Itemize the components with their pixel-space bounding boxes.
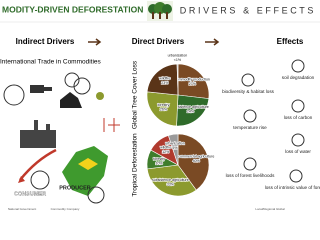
slice-value: 12% xyxy=(162,150,170,154)
slice-label: forestry xyxy=(157,103,169,107)
slice-value: 24% xyxy=(187,110,195,114)
consumer-label: CONSUMER xyxy=(14,191,46,197)
slice-value: 10% xyxy=(156,161,164,165)
pie-slice xyxy=(177,63,210,99)
slice-value: 26% xyxy=(160,107,168,111)
column-head: Direct Drivers xyxy=(132,37,185,46)
arrow xyxy=(205,38,220,46)
slice-label: wildfire xyxy=(159,76,170,80)
slice-value: 40% xyxy=(193,159,201,163)
arrow xyxy=(88,38,102,46)
infographic: MODITY-DRIVEN DEFORESTATION DRIVERS & EF… xyxy=(0,1,320,211)
slice-label: urbanization xyxy=(168,53,188,57)
actor-label: National Government xyxy=(8,207,37,211)
slice-label: commodity production xyxy=(175,78,210,82)
effect-icon xyxy=(241,73,255,87)
pie-slice xyxy=(146,164,197,197)
page: MODITY-DRIVEN DEFORESTATION DRIVERS & EF… xyxy=(0,1,320,211)
slice-label: subsistence agriculture xyxy=(172,105,209,109)
effect-label: loss of intrinsic value of forests xyxy=(265,185,320,190)
slice-label: urbanization xyxy=(165,141,185,145)
effect-icon xyxy=(291,133,305,147)
column-heads: Indirect Drivers Direct Drivers Effects xyxy=(16,37,304,46)
slice-value: 23% xyxy=(161,81,169,85)
pie-slice xyxy=(177,133,210,191)
effect-icon xyxy=(291,99,305,113)
pie-title: Global Tree Cover Loss xyxy=(132,60,139,129)
pie-title: Tropical Deforestation xyxy=(132,133,139,197)
slice-value: 5% xyxy=(172,146,178,150)
subtitle: DRIVERS & EFFECTS xyxy=(180,5,316,15)
slice-label: forestry xyxy=(153,157,165,161)
effect-label: biodiversity & habitat loss xyxy=(222,89,275,94)
slice-value: <1% xyxy=(174,58,182,62)
tree-icons xyxy=(147,1,173,21)
pie-slice xyxy=(146,63,179,96)
slice-label: commercial agriculture xyxy=(178,155,214,159)
pie-slice xyxy=(168,133,179,166)
trade-label: International Trade in Commodities xyxy=(0,59,102,66)
actor-label: Local/Regional Global xyxy=(255,207,285,211)
effect-icon xyxy=(291,59,305,73)
effect-label: loss of carbon xyxy=(284,115,313,120)
indirect-icons xyxy=(3,72,120,204)
pie-slice xyxy=(176,94,210,127)
actor-label: Commodity Company xyxy=(51,207,80,211)
column-head: Effects xyxy=(277,37,304,46)
column-head: Indirect Drivers xyxy=(16,37,75,46)
effect-icon xyxy=(289,169,303,183)
title: MODITY-DRIVEN DEFORESTATION xyxy=(2,4,143,14)
effect-label: loss of forest livelihoods xyxy=(226,173,275,178)
producer-label: PRODUCER xyxy=(59,185,91,191)
effect-icon xyxy=(243,157,257,171)
slice-value: 27% xyxy=(189,82,197,86)
slice-label: subsistence agriculture xyxy=(152,178,189,182)
effect-icon xyxy=(243,109,257,123)
effect-label: temperature rise xyxy=(233,125,267,130)
effect-label: soil degradation xyxy=(282,75,315,80)
pie-slice xyxy=(176,63,179,96)
slice-label: wildfire xyxy=(160,146,171,150)
pie-slice xyxy=(146,91,179,127)
slice-value: 33% xyxy=(167,183,175,187)
effect-label: loss of water xyxy=(285,149,311,154)
